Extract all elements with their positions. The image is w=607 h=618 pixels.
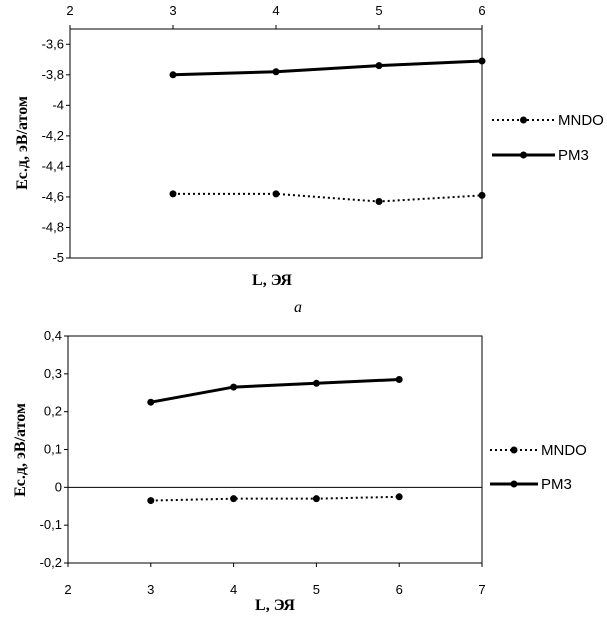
legend-marker-pm3 bbox=[510, 480, 518, 488]
data-point-mndo bbox=[312, 495, 320, 503]
data-point-pm3 bbox=[395, 376, 403, 384]
x-tick-label: 4 bbox=[272, 3, 279, 18]
legend-label-pm3: PM3 bbox=[541, 476, 572, 493]
x-axis-label: L, ЭЯ bbox=[255, 597, 295, 614]
y-tick-label: -4,2 bbox=[42, 128, 64, 143]
data-point-mndo bbox=[230, 495, 238, 503]
x-tick-label: 6 bbox=[478, 3, 485, 18]
y-tick-label: -4,6 bbox=[42, 189, 64, 204]
x-tick-label: 5 bbox=[313, 582, 320, 597]
data-point-pm3 bbox=[169, 71, 177, 79]
data-point-pm3 bbox=[478, 57, 486, 65]
legend-marker-mndo bbox=[510, 446, 518, 454]
data-point-mndo bbox=[169, 190, 177, 198]
x-tick-label: 4 bbox=[230, 582, 237, 597]
series-line-mndo bbox=[173, 192, 483, 203]
legend-marker-pm3 bbox=[520, 151, 527, 159]
x-tick-label: 2 bbox=[64, 582, 71, 597]
data-point-pm3 bbox=[375, 62, 383, 70]
legend-label-pm3: PM3 bbox=[558, 147, 589, 164]
chart-panel-b: 0,4 0,3 0,2 0,1 0 -0,1 -0,22 3 4 5 6 7 Ес.д, эВ/атом… bbox=[12, 328, 587, 614]
plot-frame bbox=[67, 335, 483, 564]
x-tick-label: 7 bbox=[478, 582, 485, 597]
y-tick-label: -4,8 bbox=[42, 219, 64, 234]
legend-label-mndo: MNDO bbox=[541, 442, 587, 459]
data-point-mndo bbox=[478, 191, 486, 199]
x-tick-label: 6 bbox=[396, 582, 403, 597]
y-tick-label: -3,6 bbox=[42, 36, 64, 51]
x-tick-label: 3 bbox=[169, 3, 176, 18]
y-tick-label: 0,3 bbox=[44, 366, 62, 381]
data-point-mndo bbox=[375, 198, 383, 206]
data-point-pm3 bbox=[272, 68, 280, 76]
x-tick-label: 2 bbox=[66, 3, 73, 18]
data-point-mndo bbox=[395, 493, 403, 501]
y-tick-label: -3,8 bbox=[42, 67, 64, 82]
data-point-pm3 bbox=[147, 398, 155, 406]
y-axis-label: Ес.д, эВ/атом bbox=[14, 96, 31, 190]
data-point-mndo bbox=[272, 190, 280, 198]
legend-label-mndo: MNDO bbox=[558, 112, 604, 129]
y-tick-label: -4,4 bbox=[42, 158, 64, 173]
x-tick-label: 3 bbox=[147, 582, 154, 597]
x-axis-label: L, ЭЯ bbox=[252, 272, 292, 289]
y-tick-label: 0 bbox=[55, 479, 62, 494]
data-point-pm3 bbox=[230, 383, 238, 391]
y-tick-label: 0,4 bbox=[44, 328, 62, 343]
series-line-pm3 bbox=[150, 378, 400, 404]
y-tick-label: -4 bbox=[52, 97, 64, 112]
y-tick-label: -0,1 bbox=[40, 517, 62, 532]
y-tick-label: 0,1 bbox=[44, 442, 62, 457]
chart-panel-a: -3,6 -3,8 -4 -4,2 -4,4 -4,6 -4,8 -5 2 3 4 5 6 Ес.д, э… bbox=[14, 3, 604, 316]
y-tick-label: -5 bbox=[52, 250, 64, 265]
y-tick-label: 0,2 bbox=[44, 404, 62, 419]
data-point-pm3 bbox=[312, 379, 320, 387]
series-line-pm3 bbox=[172, 59, 483, 77]
y-axis-label: Ес.д, эВ/атом bbox=[12, 403, 29, 497]
y-tick-label: -0,2 bbox=[40, 555, 62, 570]
series-line-mndo bbox=[150, 495, 400, 502]
data-point-mndo bbox=[147, 497, 155, 505]
legend-marker-mndo bbox=[520, 116, 527, 124]
panel-letter: a bbox=[294, 299, 302, 316]
x-tick-label: 5 bbox=[375, 3, 382, 18]
